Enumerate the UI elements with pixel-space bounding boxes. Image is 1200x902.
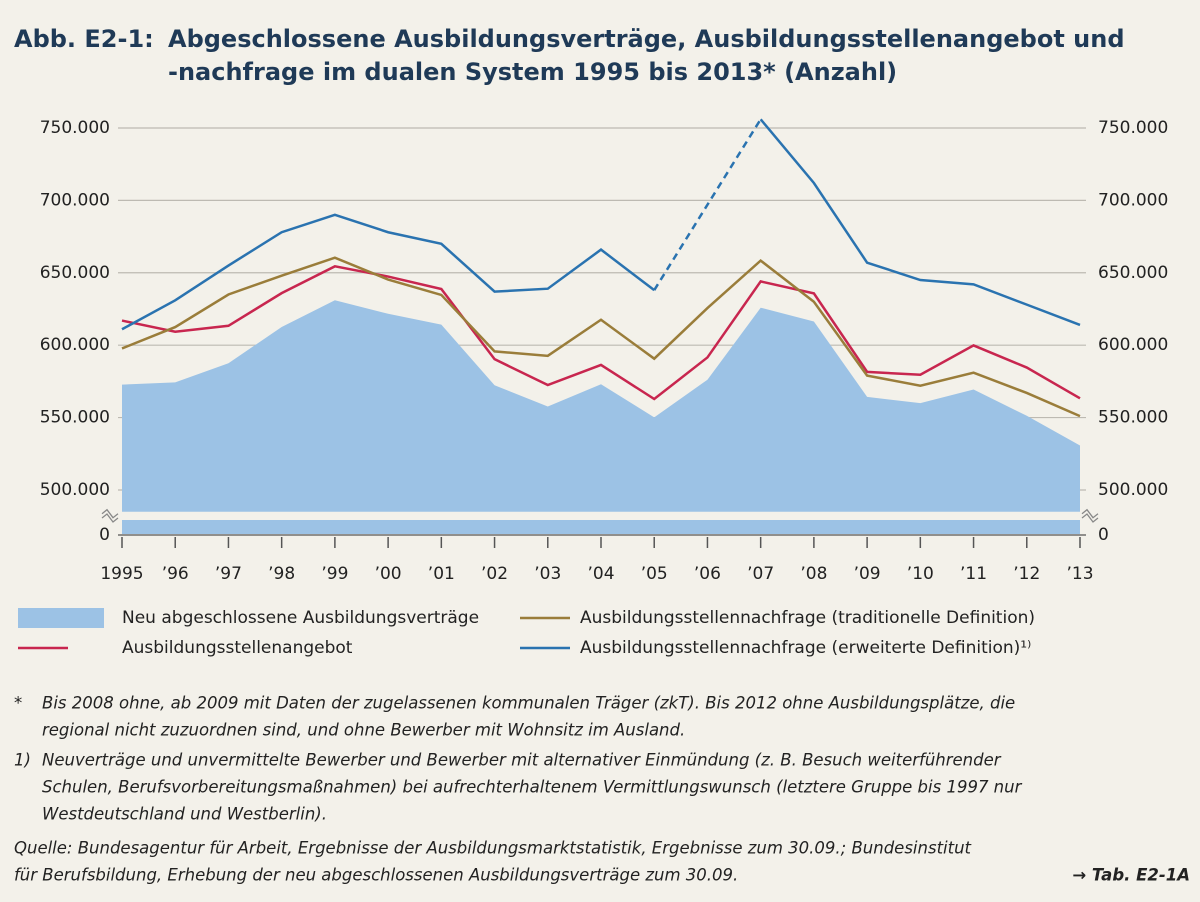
line: [121, 265, 1081, 401]
x-tick-label: ’98: [268, 564, 295, 584]
x-tick-label: ’01: [428, 564, 455, 584]
x-tick-label: ’07: [747, 564, 774, 584]
x-tick-label: 1995: [100, 564, 143, 584]
y-tick-label-right: 500.000: [1098, 480, 1168, 500]
y-tick-label-right: 600.000: [1098, 335, 1168, 355]
y-tick-label-right: 750.000: [1098, 118, 1168, 138]
x-tick-label: ’00: [375, 564, 402, 584]
x-tick-label: ’02: [481, 564, 508, 584]
y-tick-label-right: 700.000: [1098, 190, 1168, 210]
legend-label: Ausbildungsstellenangebot: [122, 638, 353, 658]
source: Quelle: Bundesagentur für Arbeit, Ergebn…: [14, 839, 972, 858]
axis-break-mark: [1081, 513, 1099, 523]
y-tick-label-right: 650.000: [1098, 263, 1168, 283]
x-tick-label: ’03: [534, 564, 561, 584]
note-marker: 1): [14, 751, 31, 770]
title-label: Abb. E2-1:: [14, 25, 154, 53]
axis-break-mark: [101, 513, 119, 523]
x-tick-label: ’96: [162, 564, 189, 584]
y-tick-label: 600.000: [40, 335, 110, 355]
x-tick-label: ’97: [215, 564, 242, 584]
x-tick-label: ’99: [321, 564, 348, 584]
y-tick-label: 700.000: [40, 190, 110, 210]
y-tick-label-right: 550.000: [1098, 408, 1168, 428]
note: Westdeutschland und Westberlin).: [42, 805, 327, 824]
axis-break-mark: [1081, 508, 1099, 519]
x-tick-label: ’09: [854, 564, 881, 584]
x-tick-label: ’06: [694, 564, 721, 584]
y-tick-label: 500.000: [40, 480, 110, 500]
reference: → Tab. E2-1A: [1072, 866, 1190, 885]
x-tick-label: ’04: [587, 564, 614, 584]
note-marker: *: [14, 694, 22, 713]
x-tick-label: ’05: [641, 564, 668, 584]
title: Abgeschlossene Ausbildungsverträge, Ausb…: [168, 25, 1125, 53]
y-tick-label: 650.000: [40, 263, 110, 283]
area: [122, 300, 1080, 512]
x-tick-label: ’12: [1013, 564, 1040, 584]
title: -nachfrage im dualen System 1995 bis 201…: [168, 58, 897, 86]
note: regional nicht zuzuordnen sind, und ohne…: [42, 721, 685, 740]
x-tick-label: ’11: [960, 564, 987, 584]
note: Bis 2008 ohne, ab 2009 mit Daten der zug…: [42, 694, 1015, 713]
legend-swatch: [18, 608, 104, 628]
axis-break-band: [122, 520, 1080, 534]
gap-connector: [653, 118, 762, 291]
source: für Berufsbildung, Erhebung der neu abge…: [14, 866, 738, 885]
y-tick-label: 0: [99, 525, 110, 545]
x-tick-label: ’13: [1066, 564, 1093, 584]
y-tick-label: 550.000: [40, 408, 110, 428]
y-tick-label: 750.000: [40, 118, 110, 138]
axis-break-mark: [101, 508, 119, 519]
note: Neuverträge und unvermittelte Bewerber u…: [42, 751, 1002, 770]
line: [121, 118, 1081, 331]
x-tick-label: ’08: [800, 564, 827, 584]
y-tick-label-right: 0: [1098, 525, 1109, 545]
legend-label: Ausbildungsstellennachfrage (traditionel…: [580, 608, 1035, 628]
legend-label: Neu abgeschlossene Ausbildungsverträge: [122, 608, 479, 628]
x-tick-label: ’10: [907, 564, 934, 584]
legend-label: Ausbildungsstellennachfrage (erweiterte …: [580, 638, 1031, 658]
line: [121, 256, 1081, 418]
note: Schulen, Berufsvorbereitungsmaßnahmen) b…: [42, 778, 1023, 797]
